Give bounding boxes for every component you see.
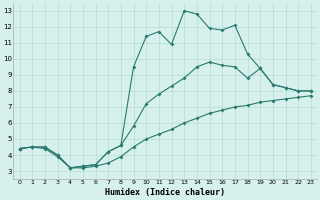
X-axis label: Humidex (Indice chaleur): Humidex (Indice chaleur) [105, 188, 225, 197]
